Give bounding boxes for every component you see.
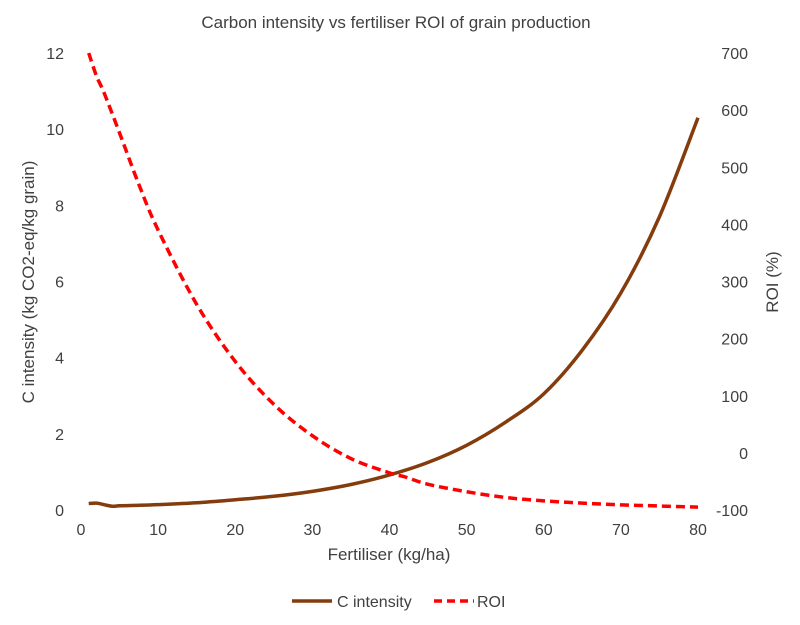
y-left-tick-label: 12 <box>46 46 64 63</box>
c-intensity-series-line <box>88 117 700 508</box>
legend-c-intensity-label: C intensity <box>337 594 412 611</box>
y-right-tick-label: -100 <box>716 503 748 520</box>
y-left-tick-label: 8 <box>55 198 64 215</box>
y-left-tick-label: 4 <box>55 351 64 368</box>
x-tick-label: 20 <box>226 522 244 539</box>
x-tick-label: 70 <box>612 522 630 539</box>
legend-roi-label: ROI <box>477 594 505 611</box>
y-left-tick-label: 10 <box>46 122 64 139</box>
y-right-tick-label: 700 <box>721 46 748 63</box>
y-right-tick-label: 300 <box>721 275 748 292</box>
y-right-tick-label: 200 <box>721 332 748 349</box>
x-tick-label: 0 <box>77 522 86 539</box>
y-right-tick-label: 100 <box>721 389 748 406</box>
x-tick-label: 40 <box>381 522 399 539</box>
x-tick-label: 30 <box>303 522 321 539</box>
chart-title: Carbon intensity vs fertiliser ROI of gr… <box>201 13 590 32</box>
y-left-tick-label: 6 <box>55 275 64 292</box>
y-right-tick-label: 500 <box>721 160 748 177</box>
x-tick-labels: 0 10 20 30 40 50 60 70 80 <box>77 522 707 539</box>
y-right-axis-label: ROI (%) <box>763 251 782 312</box>
plot-area <box>87 52 700 509</box>
x-tick-label: 80 <box>689 522 707 539</box>
x-tick-label: 60 <box>535 522 553 539</box>
legend: C intensity ROI <box>292 594 505 611</box>
y-right-tick-label: 400 <box>721 217 748 234</box>
x-axis-label: Fertiliser (kg/ha) <box>328 545 451 564</box>
x-tick-label: 10 <box>149 522 167 539</box>
y-left-tick-labels: 0 2 4 6 8 10 12 <box>46 46 64 520</box>
y-right-tick-label: 600 <box>721 103 748 120</box>
roi-series-line <box>87 52 699 509</box>
y-left-tick-label: 2 <box>55 427 64 444</box>
x-tick-label: 50 <box>458 522 476 539</box>
y-left-tick-label: 0 <box>55 503 64 520</box>
y-right-tick-label: 0 <box>739 446 748 463</box>
y-left-axis-label: C intensity (kg CO2-eq/kg grain) <box>19 161 38 404</box>
y-right-tick-labels: -100 0 100 200 300 400 500 600 700 <box>716 46 748 520</box>
